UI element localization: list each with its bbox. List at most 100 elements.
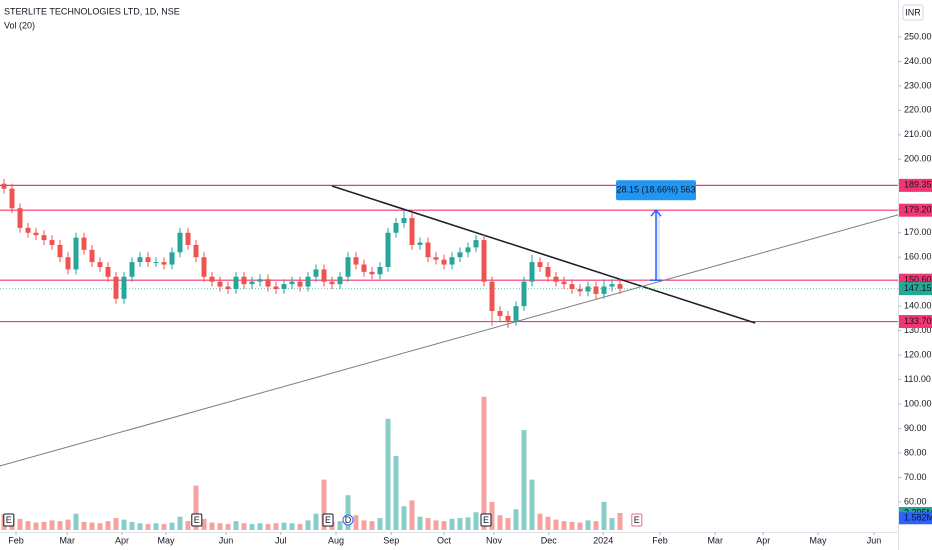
candle-body [385,232,391,267]
x-tick-label: Mar [59,535,75,545]
volume-bar [529,479,535,530]
volume-bar [441,521,447,530]
volume-bar [41,521,47,530]
volume-bar [449,518,455,530]
y-tick-label: 230.00 [904,80,932,90]
volume-bar [457,518,463,530]
event-label: E [6,515,12,525]
volume-bar [241,523,247,530]
y-tick-label: 130.00 [904,325,932,335]
volume-bar [145,524,151,530]
volume-bar [113,518,119,530]
candle-body [441,259,447,265]
volume-bar [217,523,223,530]
x-tick-label: Apr [115,535,129,545]
volume-bar [377,518,383,530]
candle-body [537,262,543,267]
x-tick-label: Feb [652,535,668,545]
candle-body [361,264,367,272]
level-label: 189.35 [904,180,932,190]
volume-bar [481,396,487,530]
volume-bar [25,521,31,530]
candle-body [585,286,591,292]
currency-box[interactable] [902,4,924,21]
candle-body [249,281,255,285]
volume-bar [209,522,215,530]
candle-body [569,284,575,290]
volume-bar [169,522,175,530]
candle-body [481,240,487,282]
y-tick-label: 160.00 [904,252,932,262]
candle-body [201,257,207,277]
volume-bar [401,506,407,530]
candle-body [241,276,247,285]
candle-body [121,276,127,299]
volume-bar [385,418,391,530]
candle-body [369,271,375,275]
candle-body [105,266,111,277]
volume-bar [265,524,271,530]
candle-body [417,242,423,245]
candle-body [137,257,143,263]
volume-bar [161,524,167,530]
candle-body [33,232,39,236]
volume-bar [593,521,599,530]
level-label-box [899,203,932,217]
x-tick-label: Feb [8,535,24,545]
y-tick-label: 240.00 [904,56,932,66]
measure-arrowhead [650,209,662,217]
candle-body [529,262,535,282]
candle-body [489,281,495,312]
candle-body [281,284,287,290]
candle-body [225,286,231,290]
event-marker [342,514,354,526]
candle-body [553,276,559,282]
volume-bar [561,521,567,530]
candle-body [161,262,167,265]
x-tick-label: Jun [219,535,234,545]
candle-body [601,286,607,294]
volume-bar [537,513,543,530]
candle-body [401,218,407,223]
measure-area [656,210,660,281]
volume-bar [465,517,471,530]
candle-body [337,276,343,285]
event-marker [480,513,492,527]
y-tick-label: 100.00 [904,398,932,408]
level-label-box [899,178,932,192]
candle-body [321,269,327,282]
candle-body [41,235,47,241]
x-tick-label: Aug [328,535,344,545]
candle-body [209,276,215,282]
candle-body [353,257,359,265]
event-label: E [634,515,640,525]
candle-body [593,286,599,294]
candle-body [513,306,519,321]
event-label: E [325,515,331,525]
y-tick-label: 250.00 [904,31,932,41]
last-price-label: 147.15 [904,283,932,293]
x-tick-label: Jul [275,535,287,545]
candle-body [521,281,527,307]
y-tick-label: 80.00 [904,447,927,457]
volume-bar [105,521,111,530]
candle-body [313,269,319,277]
x-tick-label: Jun [867,535,882,545]
candle-body [617,284,623,289]
candle-body [577,289,583,292]
candle-body [273,286,279,290]
candle-body [145,257,151,263]
candle-body [153,262,159,264]
volume-bar [65,519,71,530]
candle-body [233,276,239,290]
last-price-box [899,282,932,296]
event-marker [322,513,334,527]
currency[interactable]: INR [905,7,921,17]
level-label-box [899,315,932,329]
candle-body [433,257,439,260]
y-tick-label: 60.00 [904,496,927,506]
volume-bar [57,521,63,530]
volume-label: 1.582M [904,513,932,523]
candle-body [73,237,79,270]
